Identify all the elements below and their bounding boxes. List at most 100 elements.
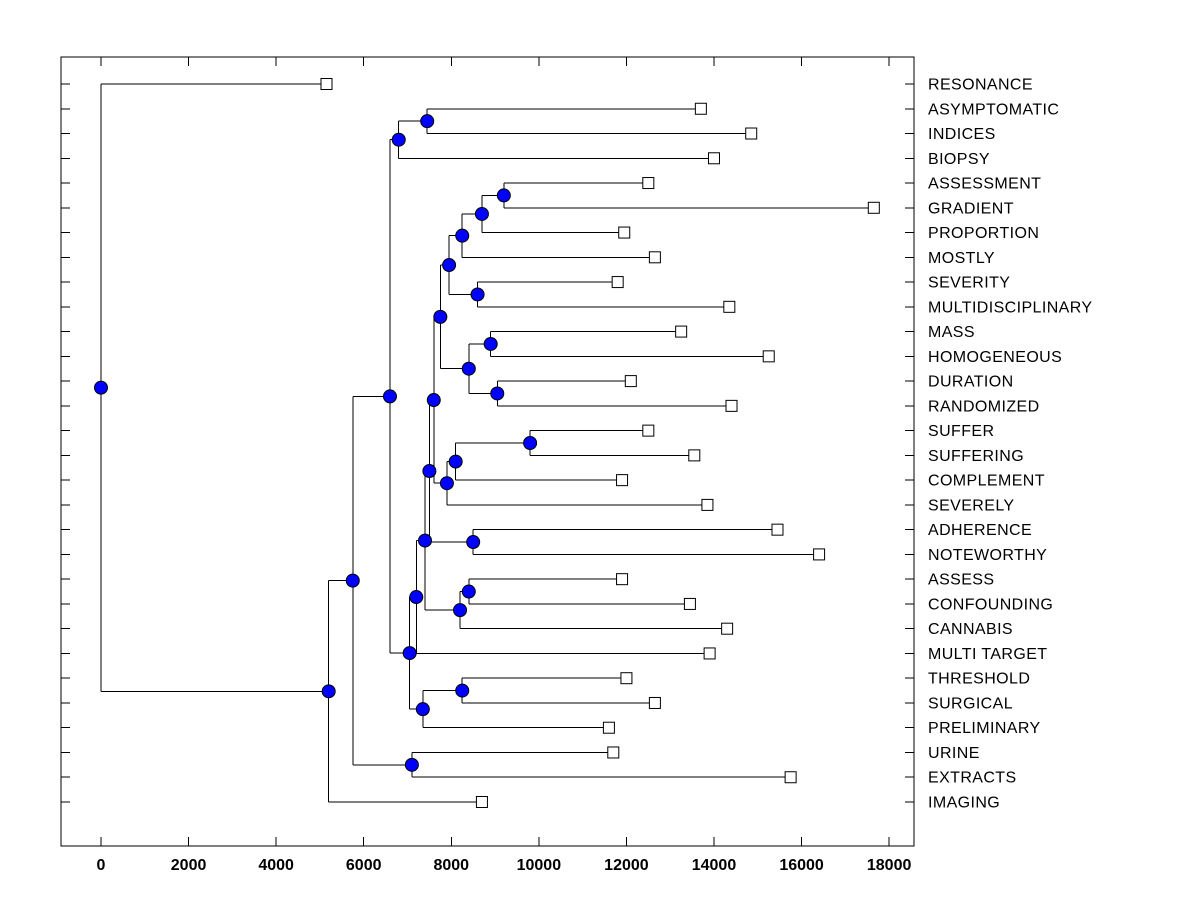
x-axis-tick-label: 4000	[258, 857, 294, 874]
leaf-node-marker[interactable]	[762, 350, 775, 363]
leaf-label: CANNABIS	[928, 621, 1013, 638]
leaf-node-marker[interactable]	[616, 474, 629, 487]
leaf-label: SEVERELY	[928, 497, 1015, 514]
branch-node-marker[interactable]	[523, 435, 538, 450]
leaf-label: ASSESS	[928, 572, 994, 589]
branch-node-marker[interactable]	[426, 393, 441, 408]
branch-node-marker[interactable]	[439, 476, 454, 491]
branch-node-marker[interactable]	[442, 258, 457, 273]
leaf-node-marker[interactable]	[688, 449, 701, 462]
leaf-node-marker[interactable]	[648, 696, 661, 709]
leaf-node-marker[interactable]	[642, 177, 655, 190]
leaf-label: GRADIENT	[928, 200, 1014, 217]
branch-node-marker[interactable]	[420, 114, 435, 129]
leaf-node-marker[interactable]	[683, 597, 696, 610]
leaf-label: THRESHOLD	[928, 671, 1030, 688]
branch-node-marker[interactable]	[496, 188, 511, 203]
leaf-label: MULTIDISCIPLINARY	[928, 299, 1092, 316]
leaf-label: RANDOMIZED	[928, 398, 1040, 415]
branch-node-marker[interactable]	[466, 535, 481, 550]
branch-node-marker[interactable]	[490, 386, 505, 401]
leaf-label: MOSTLY	[928, 250, 995, 267]
branch-node-marker[interactable]	[345, 573, 360, 588]
leaf-node-marker[interactable]	[648, 251, 661, 264]
leaf-node-marker[interactable]	[784, 771, 797, 784]
branch-node-marker[interactable]	[422, 464, 437, 479]
leaf-label: PRELIMINARY	[928, 720, 1041, 737]
leaf-node-marker[interactable]	[725, 399, 738, 412]
leaf-label: HOMOGENEOUS	[928, 349, 1062, 366]
leaf-label: COMPLEMENT	[928, 473, 1045, 490]
leaf-node-marker[interactable]	[771, 523, 784, 536]
leaf-node-marker[interactable]	[745, 127, 758, 140]
branch-node-marker[interactable]	[455, 228, 470, 243]
leaf-node-marker[interactable]	[675, 325, 688, 338]
branch-node-marker[interactable]	[409, 590, 424, 605]
plot-border	[60, 56, 915, 847]
branch-node-marker[interactable]	[404, 757, 419, 772]
leaf-label: ADHERENCE	[928, 522, 1032, 539]
x-axis-tick-label: 6000	[346, 857, 382, 874]
leaf-node-marker[interactable]	[721, 622, 734, 635]
x-axis-tick-label: 14000	[692, 857, 737, 874]
branch-node-marker[interactable]	[461, 361, 476, 376]
leaf-node-marker[interactable]	[694, 102, 707, 115]
branch-node-marker[interactable]	[402, 646, 417, 661]
branch-node-marker[interactable]	[415, 702, 430, 717]
branch-node-marker[interactable]	[448, 454, 463, 469]
leaf-label: MULTI TARGET	[928, 646, 1047, 663]
branch-node-marker[interactable]	[418, 533, 433, 548]
leaf-node-marker[interactable]	[616, 573, 629, 586]
leaf-node-marker[interactable]	[813, 548, 826, 561]
leaf-label: RESONANCE	[928, 77, 1033, 94]
branch-node-marker[interactable]	[461, 584, 476, 599]
leaf-node-marker[interactable]	[320, 78, 333, 90]
leaf-node-marker[interactable]	[707, 152, 720, 165]
leaf-label: EXTRACTS	[928, 770, 1017, 787]
branch-node-marker[interactable]	[94, 380, 108, 395]
leaf-label: ASSESSMENT	[928, 176, 1041, 193]
branch-node-marker[interactable]	[433, 309, 448, 324]
x-axis-tick-label: 2000	[171, 857, 207, 874]
x-axis-tick-label: 18000	[867, 857, 912, 874]
leaf-label: BIOPSY	[928, 151, 990, 168]
leaf-label: INDICES	[928, 126, 996, 143]
leaf-node-marker[interactable]	[723, 300, 736, 313]
x-axis-tick-label: 12000	[604, 857, 649, 874]
leaf-node-marker[interactable]	[642, 424, 655, 437]
leaf-node-marker[interactable]	[867, 201, 880, 214]
leaf-label: ASYMPTOMATIC	[928, 101, 1059, 118]
leaf-label: SEVERITY	[928, 275, 1010, 292]
x-axis-tick-label: 0	[97, 857, 106, 874]
branch-node-marker[interactable]	[470, 287, 485, 302]
branch-node-marker[interactable]	[391, 132, 406, 147]
x-axis-tick-label: 10000	[517, 857, 562, 874]
branch-node-marker[interactable]	[483, 336, 498, 351]
leaf-node-marker[interactable]	[607, 746, 620, 759]
leaf-label: MASS	[928, 324, 975, 341]
leaf-label: SUFFER	[928, 423, 994, 440]
leaf-label: IMAGING	[928, 794, 1000, 811]
leaf-node-marker[interactable]	[602, 721, 615, 734]
leaf-label: PROPORTION	[928, 225, 1039, 242]
leaf-label: CONFOUNDING	[928, 596, 1053, 613]
leaf-label: SURGICAL	[928, 695, 1013, 712]
branch-node-marker[interactable]	[474, 206, 489, 221]
leaf-node-marker[interactable]	[475, 795, 488, 808]
branch-node-marker[interactable]	[382, 389, 397, 404]
leaf-node-marker[interactable]	[701, 498, 714, 511]
branch-node-marker[interactable]	[321, 684, 336, 699]
branch-node-marker[interactable]	[453, 603, 468, 618]
leaf-node-marker[interactable]	[620, 672, 633, 685]
leaf-node-marker[interactable]	[611, 276, 624, 289]
branch-node-marker[interactable]	[455, 683, 470, 698]
leaf-node-marker[interactable]	[624, 375, 637, 388]
leaf-node-marker[interactable]	[618, 226, 631, 239]
x-axis-tick-label: 8000	[433, 857, 469, 874]
leaf-label: URINE	[928, 745, 980, 762]
leaf-label: DURATION	[928, 374, 1014, 391]
leaf-label: NOTEWORTHY	[928, 547, 1047, 564]
leaf-node-marker[interactable]	[703, 647, 716, 660]
